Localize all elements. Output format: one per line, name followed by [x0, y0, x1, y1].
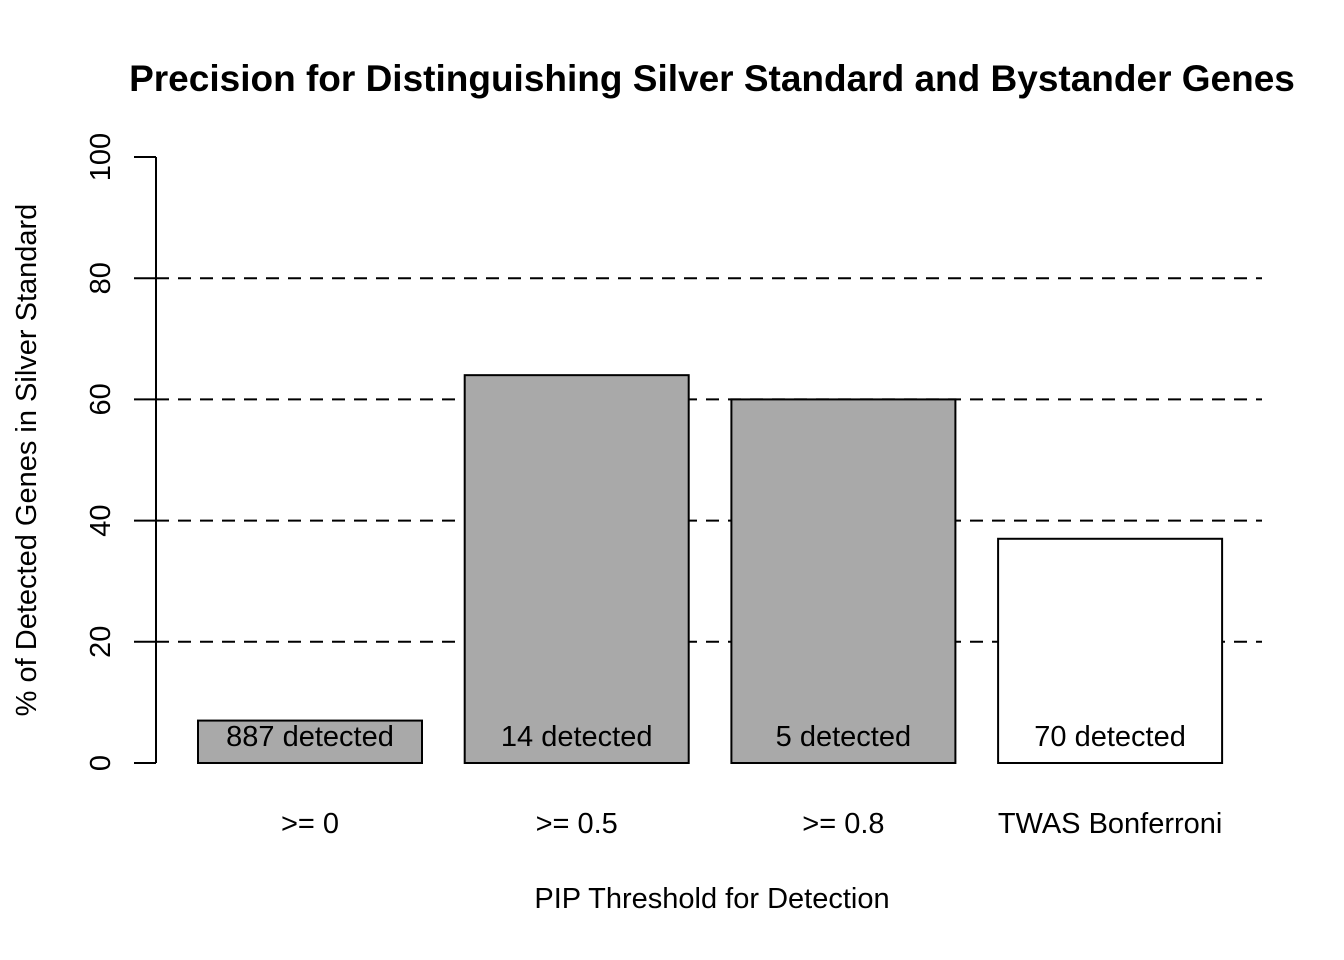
x-axis-title: PIP Threshold for Detection	[534, 883, 889, 915]
x-category-label-3: TWAS Bonferroni	[998, 808, 1223, 840]
bar-3	[997, 537, 1224, 765]
bar-1	[463, 374, 690, 764]
y-tick-label-40: 40	[85, 504, 117, 536]
y-tick-label-100: 100	[85, 133, 117, 181]
axis-layer: 0 20 40 60 80 100	[85, 133, 157, 771]
y-axis-title: % of Detected Genes in Silver Standard	[11, 204, 43, 717]
bar-2	[730, 398, 957, 764]
bar-layer	[197, 374, 1224, 765]
bar-count-label-2: 5 detected	[776, 721, 911, 753]
x-category-label-0: >= 0	[281, 808, 339, 840]
bar-count-label-1: 14 detected	[501, 721, 653, 753]
label-layer: 887 detected >= 0 14 detected >= 0.5 5 detec…	[226, 721, 1222, 840]
x-category-label-1: >= 0.5	[536, 808, 618, 840]
y-tick-label-0: 0	[85, 755, 117, 771]
y-tick-label-60: 60	[85, 383, 117, 415]
gridline-layer	[156, 277, 1262, 643]
y-tick-label-80: 80	[85, 262, 117, 294]
y-tick-label-20: 20	[85, 626, 117, 658]
chart-title: Precision for Distinguishing Silver Stan…	[129, 58, 1295, 99]
bar-count-label-3: 70 detected	[1034, 721, 1186, 753]
bar-count-label-0: 887 detected	[226, 721, 394, 753]
bar-0	[197, 719, 423, 765]
x-category-label-2: >= 0.8	[802, 808, 884, 840]
